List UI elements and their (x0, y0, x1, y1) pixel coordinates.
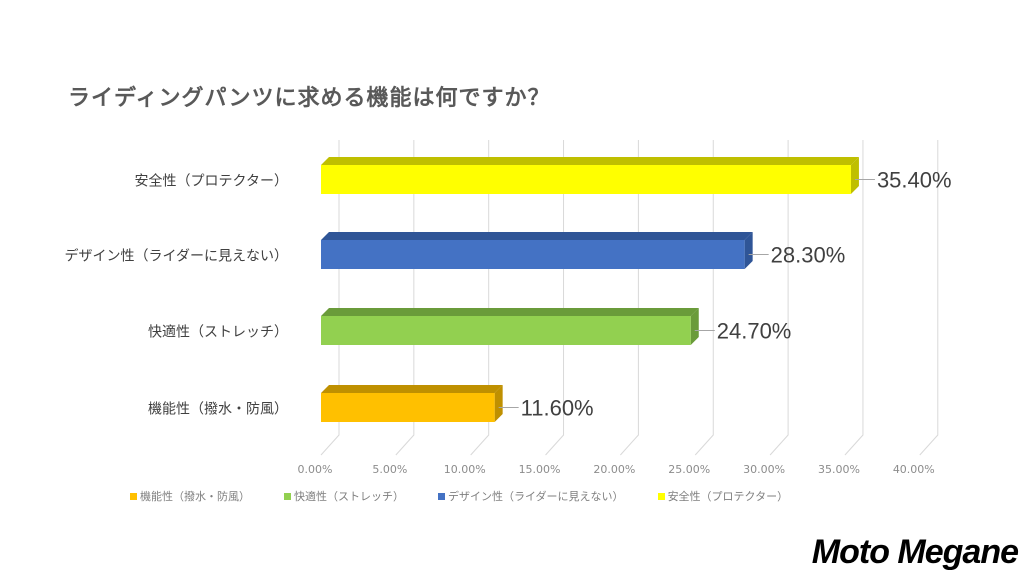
brand-logo: Moto Megane (811, 533, 1019, 571)
bar (321, 316, 691, 345)
data-label: 11.60% (521, 396, 594, 421)
bar-top-face (321, 385, 503, 393)
x-tick-label: 10.00% (444, 463, 486, 476)
x-tick-label: 15.00% (519, 463, 561, 476)
bar-top-face (321, 308, 699, 316)
bar (321, 165, 851, 194)
legend-label: 安全性（プロテクター） (667, 490, 789, 503)
x-tick-label: 40.00% (893, 463, 935, 476)
legend-swatch (130, 492, 137, 500)
legend-label: 機能性（撥水・防風） (140, 490, 250, 503)
bar-top-face (321, 157, 859, 165)
chart-legend: 機能性（撥水・防風） 快適性（ストレッチ） デザイン性（ライダーに見えない） 安全性（… (130, 488, 788, 504)
category-label: 快適性（ストレッチ） (148, 324, 288, 341)
bar (321, 393, 495, 422)
x-tick-label: 20.00% (593, 463, 635, 476)
legend-label: デザイン性（ライダーに見えない） (448, 490, 624, 503)
data-label: 35.40% (877, 168, 952, 193)
x-tick-label: 30.00% (743, 463, 785, 476)
bar-side-face (494, 385, 503, 422)
legend-swatch (657, 492, 665, 500)
gridline (844, 140, 864, 456)
bar-top-face (321, 232, 753, 240)
x-tick-label: 5.00% (372, 463, 407, 476)
category-label: デザイン性（ライダーに見えない） (65, 248, 288, 265)
legend-swatch (438, 492, 445, 500)
legend-item: 快適性（ストレッチ） (284, 488, 404, 504)
x-tick-label: 25.00% (668, 463, 710, 476)
legend-item: 機能性（撥水・防風） (130, 488, 250, 504)
legend-item: 安全性（プロテクター） (657, 488, 789, 504)
bar-side-face (850, 157, 859, 194)
bar-side-face (690, 308, 699, 345)
legend-item: デザイン性（ライダーに見えない） (438, 488, 624, 504)
gridline (919, 140, 939, 456)
chart-title: ライディングパンツに求める機能は何ですか？ (68, 86, 551, 111)
legend-label: 快適性（ストレッチ） (294, 490, 404, 503)
category-label: 機能性（撥水・防風） (148, 402, 288, 418)
x-tick-label: 0.00% (298, 463, 333, 476)
legend-swatch (284, 492, 291, 500)
x-tick-label: 35.00% (818, 463, 860, 476)
gridline (769, 140, 789, 456)
data-label: 28.30% (771, 243, 846, 268)
data-label: 24.70% (717, 319, 792, 344)
bar (321, 240, 745, 269)
category-label: 安全性（プロテクター） (135, 173, 288, 190)
bar-side-face (744, 232, 753, 269)
